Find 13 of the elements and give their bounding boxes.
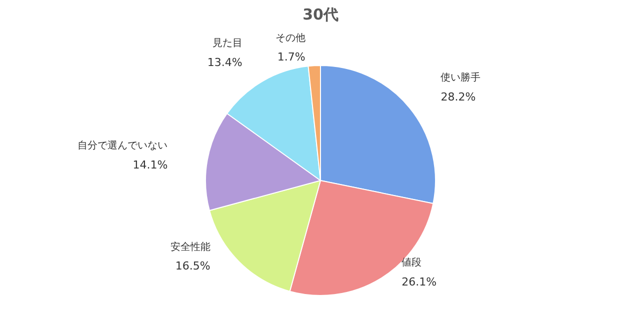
slice-label: 使い勝手	[440, 72, 481, 84]
slice-label: 安全性能	[170, 240, 210, 253]
slice-label: 見た目	[212, 38, 242, 50]
data-label: 1.7%	[277, 50, 306, 64]
data-label: 26.1%	[402, 275, 437, 288]
data-label: 28.2%	[440, 90, 476, 104]
data-label: 16.5%	[175, 260, 210, 273]
slice-label: 値段	[402, 256, 422, 268]
slice-label: その他	[275, 32, 306, 44]
chart-title: 30代	[302, 6, 338, 24]
slice-label: 自分で選んでいない	[78, 140, 168, 152]
data-label: 13.4%	[207, 56, 242, 69]
data-label: 14.1%	[132, 158, 168, 172]
